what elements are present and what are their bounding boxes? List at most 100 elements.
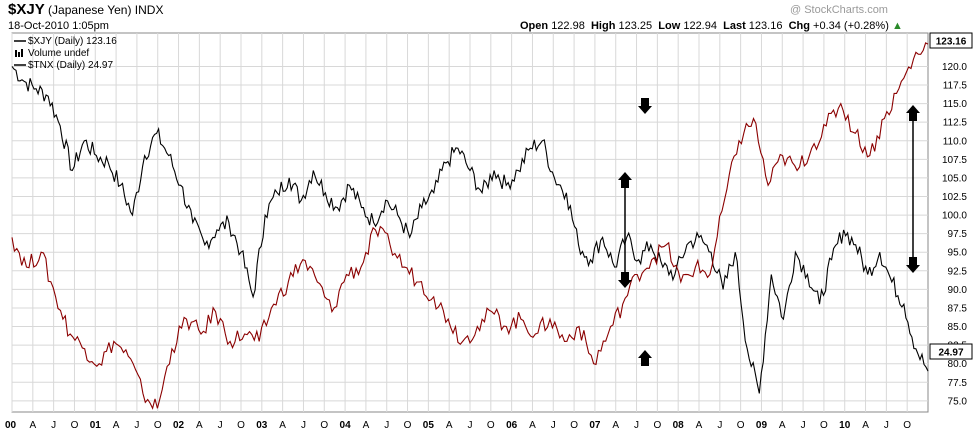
- x-tick-label: A: [279, 420, 286, 431]
- x-tick-label: 03: [256, 420, 268, 431]
- x-tick-label: J: [384, 420, 389, 431]
- y-tick-label: 107.5: [942, 155, 967, 166]
- x-tick-label: 09: [756, 420, 768, 431]
- x-tick-label: O: [903, 420, 911, 431]
- x-tick-label: A: [696, 420, 703, 431]
- last-value: 123.16: [748, 20, 783, 32]
- y-tick-label: 112.5: [943, 118, 968, 129]
- y-tick-label: 110.0: [943, 136, 968, 147]
- y-tick-label: 95.0: [948, 248, 968, 259]
- annotation-arrow-2-up-arrow-icon-stem: [909, 113, 917, 121]
- chg-value: +0.34 (+0.28%): [813, 20, 889, 32]
- low-label: Low: [658, 20, 681, 32]
- y-tick-label: 120.0: [942, 62, 967, 73]
- open-label: Open: [520, 20, 549, 32]
- timestamp: 18-Oct-2010 1:05pm: [8, 20, 109, 32]
- y-tick-label: 87.5: [948, 303, 968, 314]
- x-tick-label: J: [884, 420, 889, 431]
- x-tick-label: J: [301, 420, 306, 431]
- x-tick-label: 05: [423, 420, 435, 431]
- x-tick-label: A: [446, 420, 453, 431]
- y-tick-label: 97.5: [948, 229, 968, 240]
- y-tick-label: 90.0: [948, 285, 968, 296]
- x-tick-label: 06: [506, 420, 518, 431]
- x-tick-label: A: [529, 420, 536, 431]
- x-tick-label: A: [196, 420, 203, 431]
- x-tick-label: 10: [839, 420, 851, 431]
- x-tick-label: J: [717, 420, 722, 431]
- annotation-arrow-1-down-arrow-icon-stem: [621, 272, 629, 280]
- x-tick-label: 00: [5, 420, 17, 431]
- y-tick-label: 77.5: [948, 378, 968, 389]
- y-tick-label: 80.0: [948, 359, 968, 370]
- x-tick-label: A: [612, 420, 619, 431]
- last-value-label: 24.97: [938, 348, 963, 359]
- legend-entry: Volume undef: [28, 48, 89, 59]
- open-value: 122.98: [551, 20, 585, 32]
- last-value-label: 123.16: [936, 37, 967, 48]
- credit-label: @ StockCharts.com: [790, 4, 888, 16]
- volume-icon: [21, 49, 23, 57]
- last-value-box: [929, 32, 973, 49]
- x-tick-label: O: [653, 420, 661, 431]
- annotation-top-down-arrow-icon-stem: [641, 98, 649, 106]
- x-tick-label: O: [404, 420, 412, 431]
- y-tick-label: 102.5: [942, 192, 967, 203]
- x-tick-label: J: [801, 420, 806, 431]
- y-tick-label: 100.0: [942, 211, 967, 222]
- symbol-label: $XJY: [8, 1, 45, 18]
- legend-entry: $XJY (Daily) 123.16: [28, 36, 117, 47]
- x-tick-label: J: [134, 420, 139, 431]
- x-tick-label: O: [737, 420, 745, 431]
- annotation-top-down-arrow-icon: [638, 106, 652, 114]
- chg-label: Chg: [788, 20, 810, 32]
- annotation-arrow-1-up-arrow-icon-stem: [621, 180, 629, 188]
- x-tick-label: O: [237, 420, 245, 431]
- y-tick-label: 75.0: [948, 396, 968, 407]
- x-tick-label: J: [551, 420, 556, 431]
- x-tick-label: O: [820, 420, 828, 431]
- x-tick-label: A: [29, 420, 36, 431]
- y-tick-label: 85.0: [948, 322, 968, 333]
- x-tick-label: A: [113, 420, 120, 431]
- annotation-arrow-2-up-arrow-icon: [906, 105, 920, 113]
- last-value-box: [929, 343, 973, 360]
- x-tick-label: O: [320, 420, 328, 431]
- volume-icon: [18, 52, 20, 57]
- x-tick-label: 08: [673, 420, 685, 431]
- symbol-name: (Japanese Yen): [48, 3, 132, 17]
- x-tick-label: J: [218, 420, 223, 431]
- annotation-arrow-2-down-arrow-icon: [906, 265, 920, 273]
- annotation-bottom-up-arrow-icon: [638, 350, 652, 358]
- high-label: High: [590, 20, 616, 32]
- volume-icon: [15, 50, 17, 57]
- x-tick-label: A: [862, 420, 869, 431]
- x-tick-label: O: [71, 420, 79, 431]
- x-tick-label: O: [154, 420, 162, 431]
- low-value: 122.94: [683, 20, 717, 32]
- x-tick-label: 01: [90, 420, 102, 431]
- xjy-series-line: [11, 66, 929, 394]
- chart-title: $XJY (Japanese Yen) INDX: [8, 1, 163, 18]
- annotation-arrow-1-up-arrow-icon: [618, 172, 632, 180]
- x-tick-label: 02: [173, 420, 185, 431]
- x-tick-label: 04: [340, 420, 352, 431]
- y-tick-label: 92.5: [948, 266, 968, 277]
- annotation-arrow-1-down-arrow-icon: [618, 280, 632, 288]
- annotation-arrow-2-down-arrow-icon-stem: [909, 257, 917, 265]
- legend-entry: $TNX (Daily) 24.97: [28, 60, 113, 71]
- x-tick-label: A: [779, 420, 786, 431]
- x-tick-label: O: [487, 420, 495, 431]
- quote-bar: Open 122.98 High 123.25 Low 122.94 Last …: [520, 20, 903, 32]
- y-tick-label: 105.0: [942, 173, 967, 184]
- x-tick-label: J: [634, 420, 639, 431]
- y-tick-label: 115.0: [943, 99, 968, 110]
- tnx-series-line: [11, 42, 929, 410]
- x-tick-label: J: [468, 420, 473, 431]
- high-value: 123.25: [618, 20, 653, 32]
- annotation-bottom-up-arrow-icon-stem: [641, 358, 649, 366]
- last-label: Last: [723, 20, 746, 32]
- y-tick-label: 117.5: [943, 81, 968, 92]
- x-tick-label: 07: [589, 420, 601, 431]
